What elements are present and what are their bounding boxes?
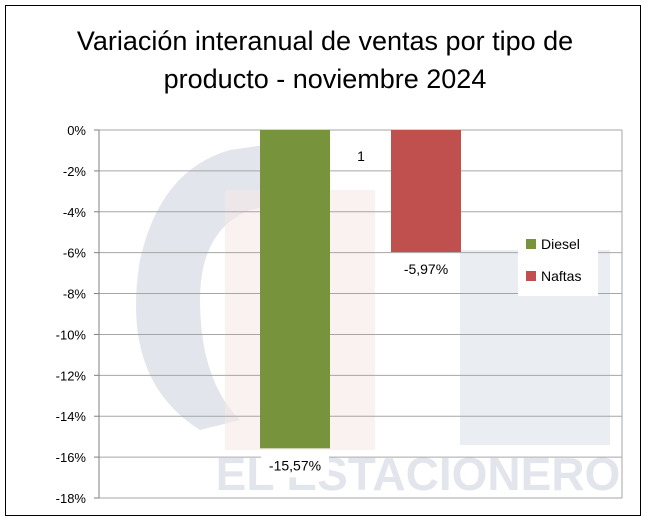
y-tick-label: -10% [56, 327, 87, 342]
bar-diesel [260, 130, 330, 449]
legend-label-naftas: Naftas [541, 268, 582, 284]
y-tick-label: -16% [56, 450, 87, 465]
legend-item-naftas: Naftas [526, 268, 581, 284]
data-label-background [392, 259, 460, 282]
data-label-naftas: -5,97% [404, 261, 448, 277]
data-label-background [261, 455, 329, 478]
y-tick-label: -4% [63, 205, 87, 220]
legend-item-diesel: Diesel [526, 236, 580, 252]
legend: Diesel Naftas [518, 228, 598, 296]
y-tick-label: -8% [63, 287, 87, 302]
chart-title: Variación interanual de ventas por tipo … [76, 26, 574, 94]
y-tick-label: -2% [63, 164, 87, 179]
legend-swatch-diesel [526, 239, 536, 249]
legend-label-diesel: Diesel [541, 236, 580, 252]
y-tick-label: 0% [67, 123, 86, 138]
legend-swatch-naftas [526, 271, 536, 281]
y-tick-label: -18% [56, 491, 87, 506]
data-label-diesel: -15,57% [269, 457, 321, 473]
data-labels: -15,57% -5,97% 1 [261, 148, 460, 478]
y-axis: 0% -2% -4% -6% -8% -10% -12% -14% -16% -18% [56, 123, 623, 506]
bars [260, 130, 461, 449]
category-label: 1 [357, 148, 365, 164]
y-tick-label: -14% [56, 409, 87, 424]
bar-naftas [391, 130, 461, 253]
y-tick-label: -6% [63, 246, 87, 261]
y-tick-label: -12% [56, 368, 87, 383]
watermark-logo: EL ESTACIONERO [136, 140, 620, 500]
gridlines [99, 129, 622, 499]
